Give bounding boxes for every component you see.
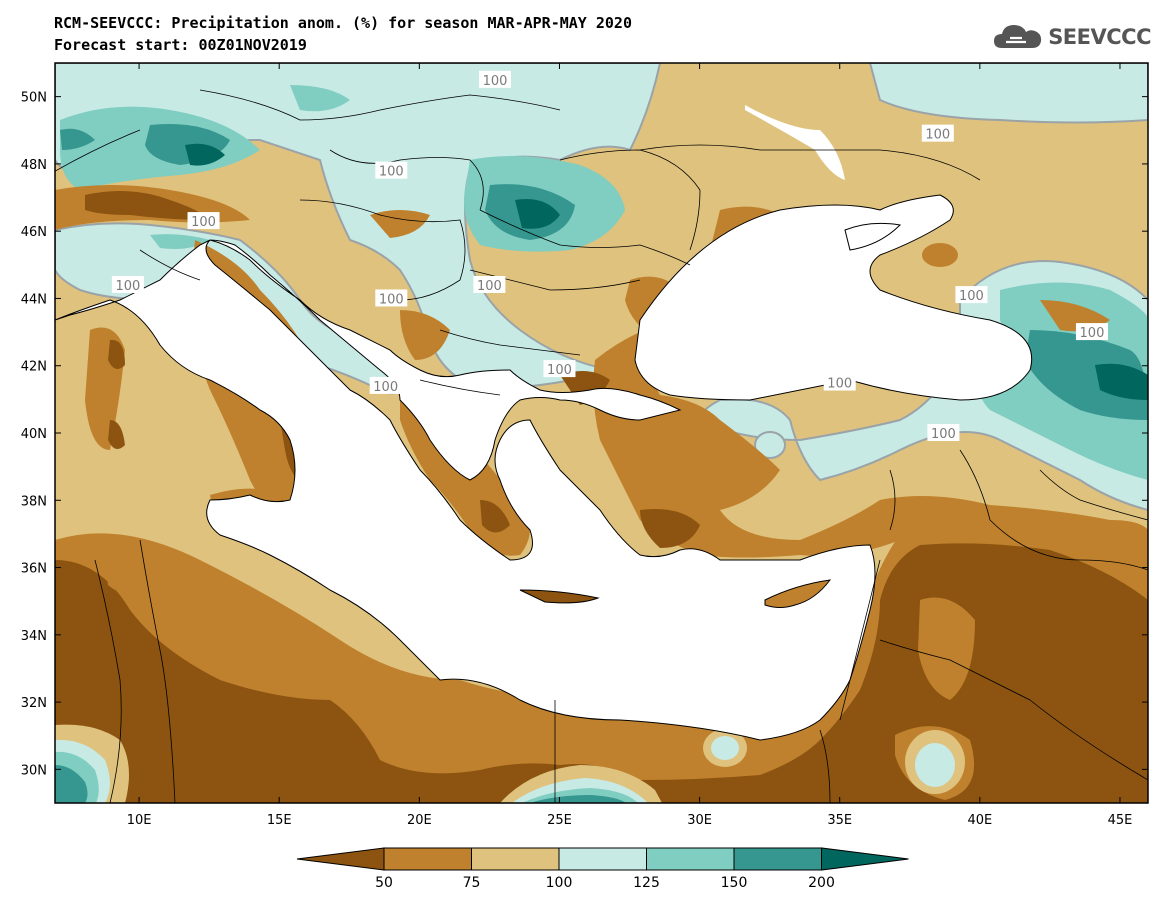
lat-tick-label: 44N [21, 292, 47, 307]
lon-tick-label: 15E [267, 813, 292, 828]
logo-text: SEEVCCC [1048, 25, 1151, 49]
colorbar-label: 200 [808, 875, 835, 891]
crete [519, 589, 600, 604]
lon-tick-label: 10E [127, 813, 152, 828]
contour-label-bg [473, 276, 506, 293]
lat-tick-label: 36N [21, 562, 47, 577]
longitude-axis: 10E 15E 20E 25E 30E 35E 40E 45E [127, 63, 1133, 828]
contour-label-bg [543, 360, 576, 378]
lat-tick-label: 50N [21, 91, 47, 106]
contour-label: 100 [827, 377, 852, 392]
contour-label-bg [369, 376, 402, 394]
colorbar-swatch [646, 847, 735, 871]
colorbar-label: 100 [546, 875, 573, 891]
colorbar-label: 125 [633, 875, 660, 891]
contour-label-bg [111, 276, 144, 293]
lat-tick-label: 40N [21, 427, 47, 442]
colorbar-swatch [383, 847, 472, 871]
contour-label: 100 [547, 363, 572, 378]
contour-label-bg [375, 289, 408, 307]
colorbar-label: 50 [375, 875, 393, 891]
colorbar-swatch [471, 847, 560, 871]
colorbar-swatch [733, 847, 822, 871]
contour-label-bg [921, 124, 954, 142]
lat-tick-label: 32N [21, 696, 47, 711]
colorbar-label: 150 [721, 875, 748, 891]
contour-label: 100 [931, 427, 956, 442]
lon-tick-label: 30E [687, 813, 712, 828]
contour-label: 100 [483, 74, 508, 89]
map-title: RCM-SEEVCCC: Precipitation anom. (%) for… [54, 14, 632, 32]
contour-label: 100 [477, 279, 502, 294]
lon-tick-label: 25E [547, 813, 572, 828]
contour-label: 100 [115, 279, 140, 294]
lat-tick-label: 34N [21, 629, 47, 644]
contour-label-bg [823, 373, 856, 391]
contour-label-bg [1075, 323, 1108, 341]
colorbar: 50 75 100 125 150 200 [296, 847, 909, 891]
cloud-icon [994, 25, 1042, 48]
map-subtitle: Forecast start: 00Z01NOV2019 [54, 36, 307, 54]
contour-label: 100 [379, 165, 404, 180]
country-borders [55, 89, 1148, 803]
colorbar-lower-triangle [296, 847, 385, 871]
colorbar-label: 75 [463, 875, 481, 891]
contour-label-bg [187, 212, 220, 230]
contour-label: 100 [373, 380, 398, 395]
lat-tick-label: 46N [21, 225, 47, 240]
contour-label: 100 [959, 289, 984, 304]
contour-label: 100 [191, 215, 216, 230]
lon-tick-label: 35E [827, 813, 852, 828]
anomaly-150-200-pockets [55, 765, 626, 803]
latitude-axis: 30N 32N 34N 36N 38N 40N 42N 44N 46N 48N 50N [21, 91, 1148, 778]
contour-label: 100 [379, 292, 404, 307]
colorbar-upper-triangle [821, 847, 909, 871]
lon-tick-label: 45E [1108, 813, 1133, 828]
contour-label-bg [479, 70, 512, 88]
colorbar-swatch [558, 847, 647, 871]
cyprus [764, 579, 832, 608]
seevccc-logo: SEEVCCC [992, 20, 1151, 54]
lat-tick-label: 38N [21, 494, 47, 509]
contour-label: 100 [1080, 326, 1105, 341]
contour-label-bg [927, 424, 960, 441]
contour-label: 100 [925, 128, 950, 143]
contour-label-bg [955, 286, 988, 304]
lon-tick-label: 40E [967, 813, 992, 828]
lat-tick-label: 42N [21, 360, 47, 375]
lat-tick-label: 30N [21, 763, 47, 778]
sea-mask [55, 105, 1032, 741]
contour-labels: 100 100 100 100 100 100 100 100 100 100 100 100 100 [111, 70, 1108, 442]
contour-label-bg [375, 161, 408, 179]
lon-tick-label: 20E [407, 813, 432, 828]
anomaly-above-200-areas [185, 143, 1148, 400]
map-field: 100 100 100 100 100 100 100 100 100 100 100 100 100 [55, 63, 1148, 803]
lat-tick-label: 48N [21, 158, 47, 173]
